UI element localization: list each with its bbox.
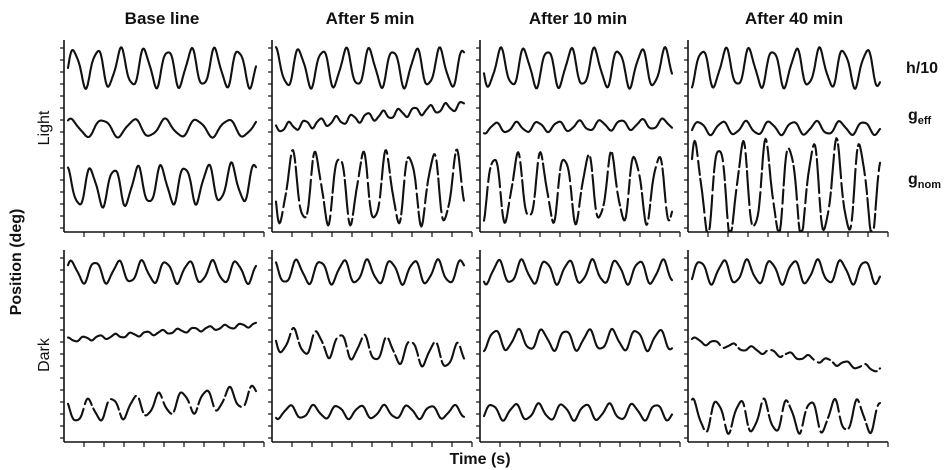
trace-g-nom <box>482 150 674 226</box>
trace-g-eff <box>66 117 258 139</box>
trace-g-nom <box>66 384 258 422</box>
trace-g-eff <box>482 327 674 353</box>
trace-g-nom <box>274 403 466 421</box>
trace-h-10 <box>274 46 466 90</box>
panel <box>684 250 889 447</box>
column-title: After 5 min <box>326 9 415 28</box>
trace-g-nom <box>482 402 674 422</box>
trace-g-nom <box>690 137 882 233</box>
trace-h-10 <box>66 258 258 286</box>
column-title: After 40 min <box>745 9 843 28</box>
panel <box>60 250 265 447</box>
trace-g-eff <box>690 119 882 137</box>
trace-g-nom <box>690 397 882 435</box>
trace-h-10 <box>690 46 882 90</box>
trace-g-eff <box>482 117 674 135</box>
trace-h-10 <box>690 258 882 286</box>
column-titles: Base line After 5 min After 10 min After… <box>125 9 843 28</box>
panels <box>60 40 889 447</box>
trace-g-nom <box>274 148 466 228</box>
trace-g-eff <box>690 336 882 373</box>
trace-labels: h/10 geff gnom <box>906 60 941 191</box>
y-axis-title: Position (deg) <box>8 209 25 316</box>
panel <box>268 40 473 237</box>
trace-g-nom <box>66 161 258 209</box>
trace-g-eff <box>274 101 466 133</box>
column-title: After 10 min <box>529 9 627 28</box>
row-label-light: Light <box>36 110 53 145</box>
panel <box>684 40 889 237</box>
trace-h-10 <box>66 46 258 90</box>
trace-h-10 <box>274 258 466 286</box>
panel <box>476 250 681 447</box>
x-axis-title: Time (s) <box>449 451 510 468</box>
trace-h-10 <box>482 258 674 286</box>
panel <box>60 40 265 237</box>
panel <box>268 250 473 447</box>
panel <box>476 40 681 237</box>
trace-label-g-nom: gnom <box>908 171 941 191</box>
trace-h-10 <box>482 46 674 90</box>
row-label-dark: Dark <box>36 337 53 372</box>
trace-label-g-eff: geff <box>908 107 932 127</box>
trace-g-eff <box>66 321 258 343</box>
trace-g-eff <box>274 326 466 368</box>
column-title: Base line <box>125 9 200 28</box>
trace-label-h: h/10 <box>906 60 938 77</box>
